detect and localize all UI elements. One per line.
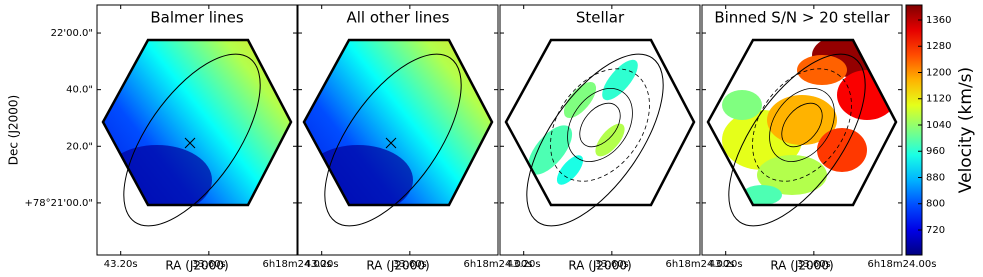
colorbar (905, 4, 923, 256)
x-tick-label: 43.20s (104, 259, 138, 270)
colorbar-tick-label: 1200 (926, 67, 951, 78)
panel-title: Balmer lines (150, 9, 243, 27)
x-tick-label: 33.60s (393, 259, 427, 270)
x-axis-label: RA (J2000) (568, 259, 631, 273)
colorbar-tick-label: 1120 (926, 94, 951, 105)
hexagon (504, 38, 696, 207)
x-axis-label: RA (J2000) (366, 259, 429, 273)
map-patch (817, 128, 867, 172)
colorbar-tick-label: 1360 (926, 15, 951, 26)
aperture (324, 53, 462, 227)
map-patch (563, 81, 597, 119)
aperture (526, 53, 664, 227)
hexagon (302, 38, 494, 207)
frame (96, 4, 298, 256)
map-fill (304, 40, 492, 205)
map-patch (602, 59, 638, 101)
map-patch (556, 155, 584, 185)
panel-title: Stellar (576, 9, 625, 27)
y-tick-label: 40.0" (66, 85, 93, 96)
frame (297, 4, 499, 256)
map-patch (757, 155, 827, 195)
contour (567, 88, 633, 162)
colorbar-label: Velocity (km/s) (956, 67, 976, 193)
panel-title: All other lines (347, 9, 450, 27)
y-tick-label: 20.0" (66, 141, 93, 152)
map (103, 40, 291, 205)
x-tick-label: 6h18m24.00s (665, 259, 734, 270)
y-tick-label: +78°21'00.0" (25, 198, 93, 209)
contour (781, 102, 823, 148)
panel-title: Binned S/N > 20 stellar (714, 9, 890, 27)
map-patch (742, 185, 782, 205)
aperture (123, 53, 261, 227)
y-tick-label: 22'00.0" (51, 28, 93, 39)
x-axis-label: RA (J2000) (165, 259, 228, 273)
map (304, 40, 492, 205)
center-marker (385, 137, 397, 149)
x-tick-label: 43.20s (305, 259, 339, 270)
contour (769, 88, 835, 162)
colorbar-tick-label: 1040 (926, 120, 951, 131)
x-tick-label: 33.60s (797, 259, 831, 270)
map-patch (837, 70, 896, 120)
x-axis-label: RA (J2000) (770, 259, 833, 273)
map (527, 59, 638, 185)
x-tick-label: 6h18m24.00s (262, 259, 331, 270)
colorbar-tick-label: 960 (926, 146, 945, 157)
map-patch (527, 125, 573, 175)
center-marker (184, 137, 196, 149)
x-tick-label: 43.20s (507, 259, 541, 270)
contour (579, 102, 621, 148)
map (722, 40, 896, 205)
x-tick-label: 43.20s (709, 259, 743, 270)
x-tick-label: 6h18m24.00s (867, 259, 936, 270)
x-tick-label: 33.60s (595, 259, 629, 270)
map-patch (722, 90, 762, 120)
hexagon (706, 38, 898, 207)
colorbar-tick-label: 720 (926, 225, 945, 236)
contour (550, 68, 650, 182)
map-patch (797, 55, 847, 85)
frame (701, 4, 903, 256)
colorbar-tick-label: 800 (926, 199, 945, 210)
map-patch (595, 123, 625, 157)
hexagon (101, 38, 293, 207)
map-fill (103, 40, 291, 205)
x-tick-label: 33.60s (192, 259, 226, 270)
y-axis-label: Dec (J2000) (7, 95, 21, 165)
contour (752, 68, 852, 182)
colorbar-tick-label: 1280 (926, 41, 951, 52)
frame (499, 4, 701, 256)
colorbar-tick-label: 880 (926, 172, 945, 183)
x-tick-label: 6h18m24.00s (463, 259, 532, 270)
